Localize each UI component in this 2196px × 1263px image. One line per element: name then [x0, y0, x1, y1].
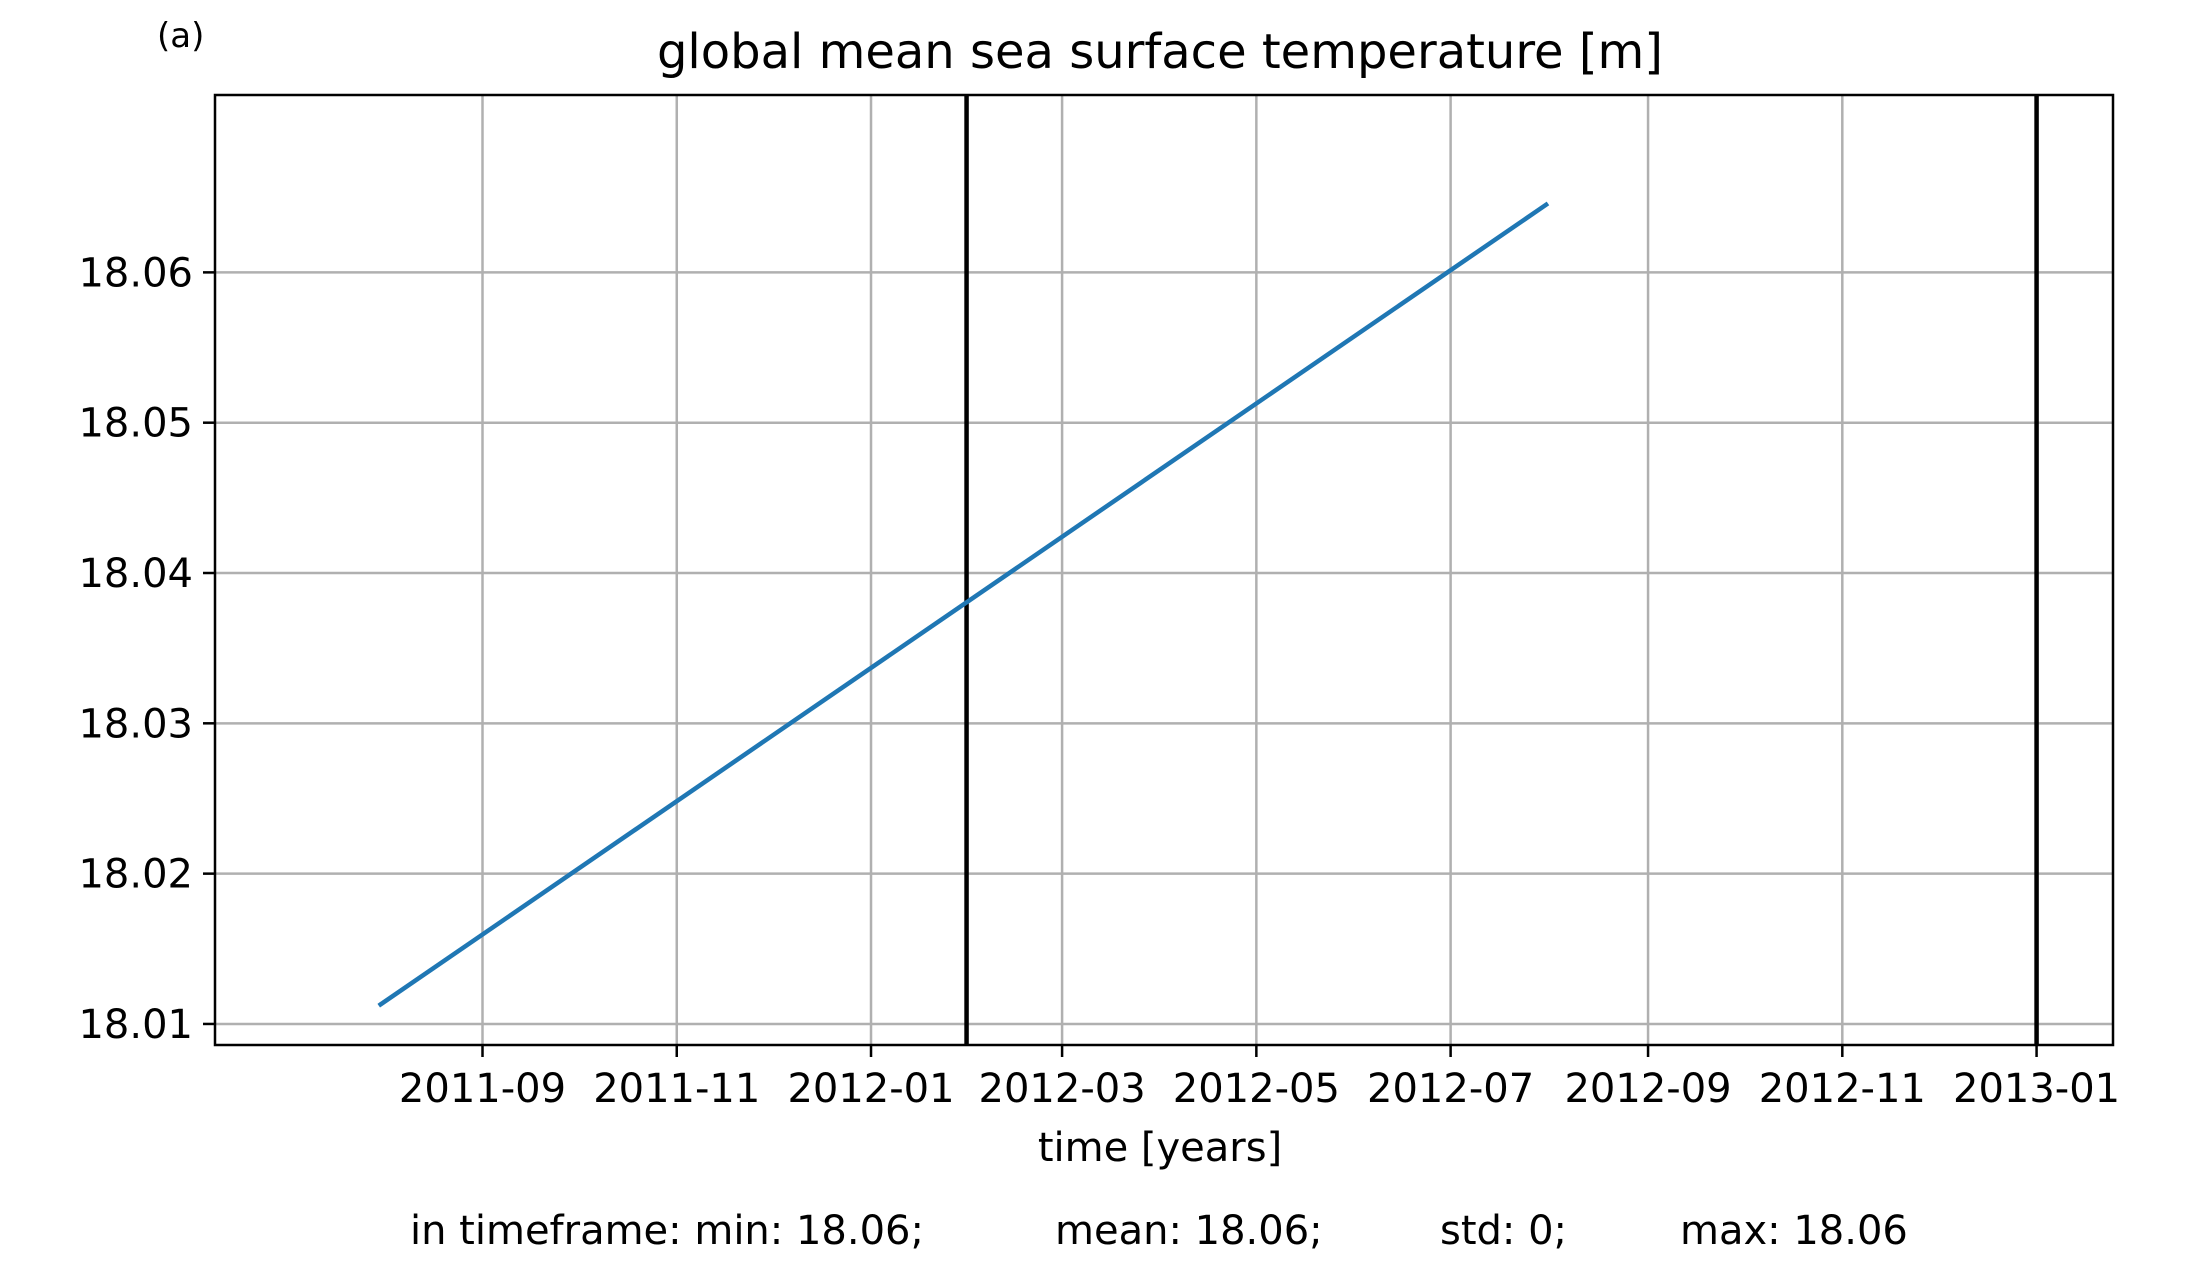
plot-frame: [213, 93, 2115, 1047]
x-tick-label: 2012-11: [1759, 1066, 1926, 1112]
x-axis-label: time [years]: [1038, 1125, 1282, 1171]
series-group: [377, 201, 1550, 1008]
x-tick-label: 2012-01: [787, 1066, 954, 1112]
stats-line: in timeframe: min: 18.06; mean: 18.06; s…: [410, 1208, 1908, 1254]
chart-title: global mean sea surface temperature [m]: [657, 24, 1663, 80]
x-tick-label: 2011-09: [399, 1066, 566, 1112]
y-tick-label: 18.02: [78, 852, 193, 898]
stats-std: std: 0;: [1440, 1208, 1567, 1254]
x-ticks: 2011-09 2011-11 2012-01 2012-03 2012-05 2012-…: [399, 1045, 2120, 1112]
y-tick-label: 18.04: [78, 551, 193, 597]
stats-min: in timeframe: min: 18.06;: [410, 1208, 924, 1254]
x-tick-label: 2012-07: [1367, 1066, 1534, 1112]
stats-max: max: 18.06: [1680, 1208, 1908, 1254]
y-tick-label: 18.06: [78, 250, 193, 296]
y-ticks: 18.01 18.02 18.03 18.04 18.05 18.06: [78, 250, 215, 1048]
x-tick-label: 2012-05: [1173, 1066, 1340, 1112]
x-gridlines: [481, 95, 2038, 1045]
x-tick-label: 2013-01: [1953, 1066, 2120, 1112]
y-tick-label: 18.05: [78, 401, 193, 447]
vertical-markers: [964, 95, 2039, 1045]
panel-label: (a): [157, 16, 204, 56]
y-tick-label: 18.03: [78, 701, 193, 747]
y-tick-label: 18.01: [78, 1002, 193, 1048]
y-gridlines: [215, 271, 2113, 1026]
x-tick-label: 2012-03: [979, 1066, 1146, 1112]
series-line: [377, 201, 1550, 1008]
x-tick-label: 2012-09: [1564, 1066, 1731, 1112]
x-tick-label: 2011-11: [593, 1066, 760, 1112]
stats-mean: mean: 18.06;: [1055, 1208, 1323, 1254]
